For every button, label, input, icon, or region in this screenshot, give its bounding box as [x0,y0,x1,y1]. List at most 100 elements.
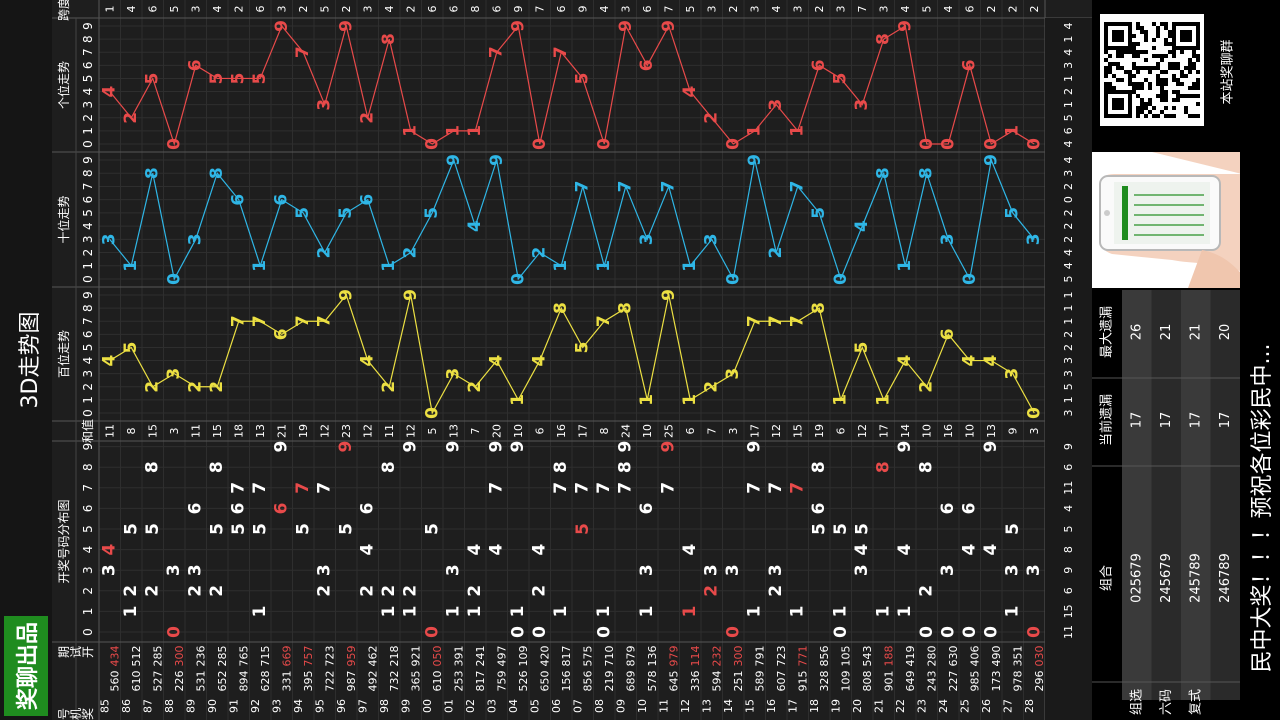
trend-point-bai: 8 [551,302,571,314]
period-value: 13 [700,699,713,713]
kaijiang-value: 109 [517,646,530,667]
footer-label-kaijiang: 开 [81,646,95,658]
hezhi-value: 10 [963,424,976,438]
trend-point-bai: 4 [895,354,915,366]
kuadu-value: 2 [727,6,740,13]
period-value: 10 [636,699,649,713]
trend-point-ge: 9 [508,20,528,32]
dist-digit: 0 [981,626,1001,638]
dist-digit: 4 [895,544,915,556]
trend-point-ge: 0 [422,138,442,150]
digit-axis-label: 4 [81,357,95,365]
dist-digit: 6 [637,502,657,514]
trend-point-ge: 9 [895,20,915,32]
stats-header: 最大遗漏 [1099,306,1115,358]
dist-digit: 1 [465,605,485,617]
trend-point-ge: 9 [659,20,679,32]
miss-value-bai: 1 [1062,292,1075,299]
trend-point-bai: 1 [508,394,528,406]
dist-count-value: 6 [1062,464,1075,471]
miss-value-shi: 3 [1062,170,1075,177]
shiji-value: 759 [495,671,508,692]
shiji-value: 227 [947,671,960,692]
trend-point-ge: 0 [164,138,184,150]
hezhi-value: 8 [125,428,138,435]
period-value: 00 [421,699,434,713]
trend-point-bai: 2 [465,381,485,393]
stats-max: 26 [1129,324,1144,341]
dist-digit: 9 [745,441,765,453]
kaijiang-value: 232 [710,646,723,667]
dist-digit: 1 [637,605,657,617]
hezhi-value: 3 [727,428,740,435]
qr-code[interactable] [1100,14,1204,126]
dist-digit: 6 [272,502,292,514]
trend-point-shi: 1 [379,260,399,272]
trend-point-shi: 7 [659,181,679,193]
stats-cur: 17 [1129,412,1144,429]
trend-point-shi: 4 [465,220,485,232]
dist-digit: 3 [723,564,743,576]
digit-axis-label: 8 [81,35,95,43]
stats-combo: 245679 [1159,553,1174,603]
dist-digit: 5 [422,523,442,535]
period-value: 23 [915,699,928,713]
phone-promo-image[interactable] [1092,152,1242,288]
dist-digit: 9 [616,441,636,453]
dist-digit: 4 [100,544,120,556]
trend-point-shi: 8 [143,167,163,179]
dist-digit: 9 [981,441,1001,453]
shiji-value: 808 [861,671,874,692]
dist-digit: 1 [680,605,700,617]
dist-digit: 5 [809,523,829,535]
trend-point-shi: 3 [100,233,120,245]
miss-value-ge: 1 [1062,75,1075,82]
miss-value-ge: 4 [1062,49,1075,56]
dist-digit: 3 [315,564,335,576]
trend-point-shi: 9 [981,154,1001,166]
dist-axis-label: 9 [81,443,95,451]
trend-point-ge: 2 [121,112,141,124]
trend-point-bai: 9 [659,289,679,301]
dist-digit: 7 [616,482,636,494]
trend-point-bai: 3 [444,368,464,380]
kuadu-value: 3 [877,6,890,13]
trend-point-ge: 5 [831,73,851,85]
kaijiang-value: 419 [904,646,917,667]
trend-point-ge: 9 [616,20,636,32]
kaijiang-value: 406 [968,646,981,667]
hezhi-value: 3 [168,428,181,435]
miss-value-bai: 5 [1062,383,1075,390]
shiji-value: 296 [1033,671,1046,692]
kaijiang-value: 856 [818,646,831,667]
marquee-ticker: 民中大奖！！！预祝各位彩民中... [1240,0,1280,720]
trend-point-ge: 7 [487,46,507,58]
kuadu-value: 7 [856,6,869,13]
hezhi-value: 16 [555,424,568,438]
dist-digit: 3 [702,564,722,576]
period-value: 04 [507,699,520,713]
period-value: 88 [163,699,176,713]
trend-point-shi: 7 [616,181,636,193]
kaijiang-value: 218 [388,646,401,667]
hezhi-value: 25 [662,424,675,438]
dist-digit: 1 [379,605,399,617]
hezhi-value: 8 [598,428,611,435]
dist-digit: 4 [981,544,1001,556]
dist-digit: 2 [207,585,227,597]
dist-digit: 8 [809,461,829,473]
dist-digit: 2 [186,585,206,597]
digit-axis-label: 7 [81,183,95,191]
trend-point-ge: 5 [143,73,163,85]
miss-value-ge: 1 [1062,36,1075,43]
trend-point-shi: 9 [444,154,464,166]
stats-cur: 17 [1159,412,1174,429]
trend-point-ge: 3 [766,99,786,111]
brand-badge[interactable] [4,616,48,716]
dist-axis-label: 3 [81,566,95,574]
stats-combo: 025679 [1129,553,1144,603]
digit-axis-label: 5 [81,75,95,83]
digit-axis-label: 3 [81,370,95,378]
period-value: 05 [528,699,541,713]
dist-digit: 7 [594,482,614,494]
